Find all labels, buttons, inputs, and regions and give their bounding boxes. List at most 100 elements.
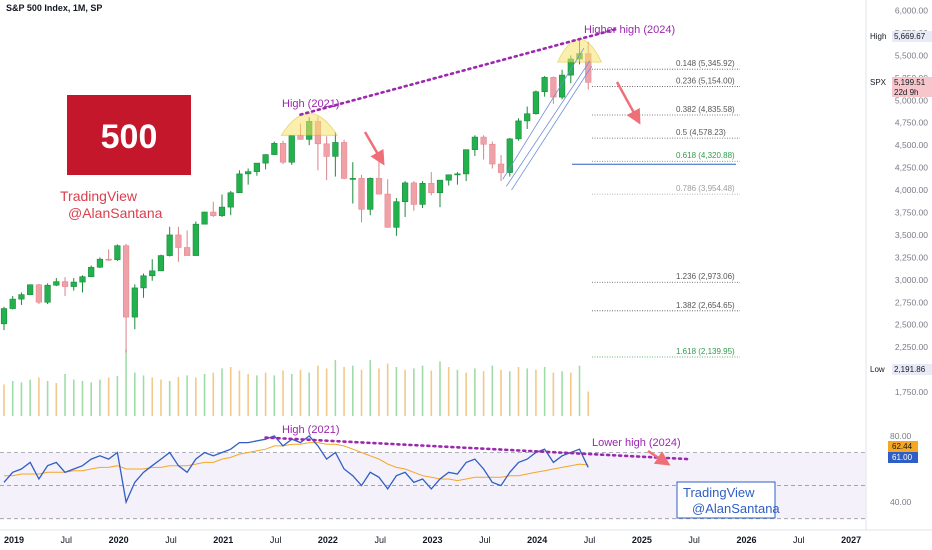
time-axis: 2019 Jul 2020 Jul 2021 Jul 2022 Jul 2023 Jul 2024 J…: [4, 535, 861, 545]
tradingview-box: [676, 481, 776, 519]
volume-bar: [134, 372, 136, 416]
candle-body: [166, 234, 173, 256]
time-tick-label: 2027: [841, 535, 861, 545]
time-tick-label: 2020: [109, 535, 129, 545]
candle-body: [454, 173, 461, 176]
volume-bar: [221, 368, 223, 416]
spx-price-marker: SPX 5,199.51 22d 9h: [870, 77, 932, 97]
candle-body: [9, 298, 16, 309]
price-tick-label: 3,250.00: [895, 252, 928, 262]
candle-body: [297, 135, 304, 140]
volume-bar: [552, 372, 555, 416]
arrow-down-2024: [615, 81, 641, 125]
candle-body: [140, 275, 147, 289]
price-tick-label: 3,000.00: [895, 275, 928, 285]
volume-bar: [99, 379, 101, 416]
volume-bar: [482, 371, 485, 416]
candle-body: [175, 234, 182, 248]
channel-line: [511, 65, 593, 191]
rsi-tick-label: 40.00: [890, 497, 912, 507]
volume-bar: [570, 372, 572, 416]
time-tick-label: 2025: [632, 535, 652, 545]
candle-body: [27, 284, 34, 295]
volume-bar: [20, 382, 23, 416]
candle-body: [157, 255, 165, 272]
chart-title: S&P 500 Index, 1M, SP: [6, 3, 102, 13]
candle-body: [489, 143, 496, 165]
volume-bar: [38, 377, 40, 416]
volume-bar: [508, 371, 511, 416]
rsi-trendline: [264, 436, 690, 461]
volume-bar: [404, 369, 406, 416]
candle-body: [18, 294, 25, 300]
candle-body: [471, 136, 478, 150]
rsi-annotation-lower-high-2024: Lower high (2024): [592, 437, 681, 449]
price-tick-label: 2,500.00: [895, 320, 928, 330]
candle-body: [497, 163, 505, 173]
fib-label: 1.236 (2,973.06): [676, 272, 735, 281]
volume-bar: [107, 377, 110, 416]
price-tick-label: 4,000.00: [895, 185, 928, 195]
candle-body: [515, 120, 522, 140]
volume-bar: [290, 374, 293, 416]
volume-bar: [186, 375, 188, 416]
candle-body: [201, 211, 208, 225]
top-2021-dome: [280, 112, 338, 136]
volume-bar: [308, 372, 310, 416]
fib-label: 0.148 (5,345.92): [676, 59, 735, 68]
candle-body: [210, 211, 217, 216]
fib-label: 1.382 (2,654.65): [676, 301, 735, 310]
candle-body: [35, 284, 42, 303]
svg-text:22d 9h: 22d 9h: [894, 88, 918, 97]
low-marker: Low 2,191.86: [870, 364, 932, 375]
candle-body: [410, 182, 417, 205]
svg-text:61.00: 61.00: [892, 453, 913, 462]
time-tick-label: Jul: [793, 535, 805, 545]
volume-bar: [439, 361, 441, 416]
svg-text:5,669.67: 5,669.67: [894, 32, 926, 41]
candle-body: [227, 192, 234, 208]
annotation-high-2021: High (2021): [282, 98, 339, 110]
channel-line: [502, 47, 585, 180]
volume-bar: [299, 369, 302, 416]
price-axis: 6,000.005,750.005,500.005,250.005,000.00…: [895, 5, 928, 397]
candle-body: [184, 247, 191, 256]
price-tick-label: 4,750.00: [895, 118, 928, 128]
candle-body: [88, 266, 95, 277]
volume-bar: [3, 384, 5, 416]
volume-bar: [587, 391, 590, 416]
arrow-down-2021: [363, 131, 385, 166]
price-tick-label: 2,250.00: [895, 342, 928, 352]
candle-body: [349, 178, 356, 180]
time-tick-label: 2021: [213, 535, 233, 545]
volume-bar: [325, 368, 328, 416]
trendline-highs: [299, 27, 621, 116]
candle-body: [480, 136, 487, 145]
candle-body: [428, 183, 435, 194]
candle-body: [402, 182, 409, 203]
volume-bar: [334, 360, 337, 416]
price-tick-label: 6,000.00: [895, 5, 928, 15]
volume-bar: [264, 372, 267, 416]
time-tick-label: Jul: [165, 535, 177, 545]
candle-body: [79, 276, 86, 283]
candle-body: [288, 135, 295, 163]
volume-bar: [430, 370, 433, 416]
price-tick-label: 4,250.00: [895, 163, 928, 173]
candle-body: [323, 143, 330, 157]
candle-body: [332, 142, 339, 157]
time-tick-label: Jul: [584, 535, 596, 545]
candle-body: [70, 281, 77, 287]
candle-body: [436, 179, 444, 194]
time-tick-label: 2023: [423, 535, 443, 545]
rsi-badges: 62.44 61.00: [888, 441, 918, 463]
price-tick-label: 5,000.00: [895, 95, 928, 105]
volume-bar: [151, 377, 154, 416]
time-tick-label: Jul: [479, 535, 491, 545]
candle-body: [506, 138, 513, 173]
candle-body: [558, 74, 566, 98]
volume-bar: [369, 360, 372, 416]
svg-text:SPX: SPX: [870, 78, 887, 87]
volume-bar: [11, 381, 14, 416]
